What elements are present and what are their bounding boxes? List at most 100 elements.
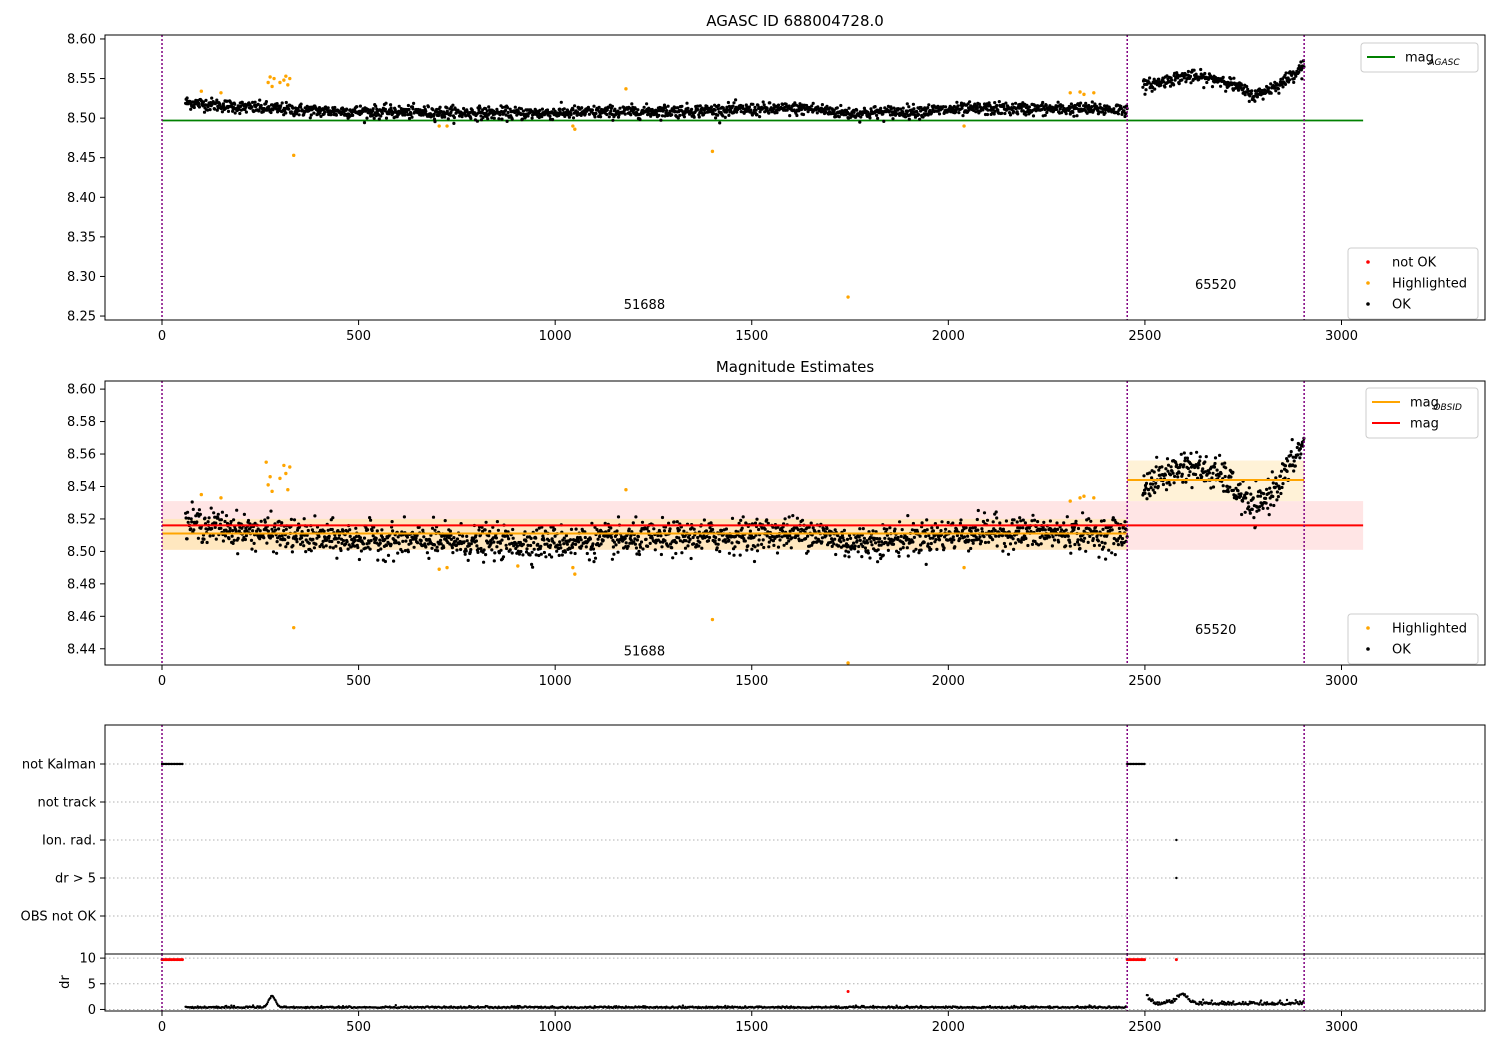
ok-point	[777, 534, 781, 538]
ok-point	[995, 544, 999, 548]
ok-point	[878, 537, 882, 541]
ok-point	[1253, 99, 1257, 103]
ok-point	[758, 110, 762, 114]
highlighted-point	[571, 124, 575, 128]
ok-point	[362, 536, 367, 540]
ok-point	[307, 541, 311, 545]
ok-point	[946, 520, 950, 525]
ok-point	[1071, 110, 1075, 114]
ok-point	[723, 115, 727, 119]
ok-point	[238, 111, 242, 116]
ok-point	[336, 540, 340, 544]
ok-point	[820, 103, 825, 107]
ok-point	[1298, 447, 1302, 451]
ok-point	[1183, 459, 1187, 463]
ok-point	[921, 115, 925, 119]
highlighted-point	[219, 91, 223, 95]
ok-point	[500, 117, 504, 121]
ok-point	[1043, 107, 1047, 112]
ok-point	[505, 546, 509, 551]
ok-point	[1236, 88, 1241, 92]
ok-point	[454, 543, 459, 548]
ok-point	[628, 541, 632, 545]
ok-point	[334, 544, 338, 548]
ok-point	[617, 540, 621, 544]
ok-point	[633, 542, 638, 546]
ok-point	[1239, 492, 1243, 496]
ok-point	[609, 526, 613, 530]
ok-point	[453, 539, 458, 543]
ok-point	[359, 549, 363, 553]
ok-point	[637, 549, 641, 554]
ok-point	[906, 109, 910, 113]
ok-point	[605, 108, 609, 112]
ok-point	[1268, 486, 1272, 490]
ok-point	[274, 528, 278, 532]
ok-point	[912, 535, 917, 540]
ok-point	[914, 547, 918, 551]
ok-point	[700, 546, 704, 550]
ok-point	[308, 116, 312, 120]
ok-point	[847, 555, 851, 559]
ok-point	[915, 110, 919, 114]
ok-point	[213, 525, 217, 530]
ok-point	[1213, 461, 1217, 466]
ok-point	[817, 529, 821, 534]
ok-point	[738, 553, 742, 557]
ok-point	[498, 113, 502, 117]
ok-point	[1015, 520, 1019, 524]
ok-point	[788, 114, 792, 118]
ok-point	[375, 541, 379, 545]
ok-point	[330, 539, 334, 544]
ok-point	[271, 550, 276, 554]
ok-point	[758, 115, 762, 119]
ok-point	[1176, 475, 1180, 479]
ok-point	[362, 121, 367, 125]
ok-point	[195, 520, 199, 524]
ok-point	[1180, 78, 1184, 82]
highlighted-point	[962, 124, 966, 128]
ok-point	[497, 551, 501, 555]
ok-point	[422, 105, 426, 109]
ok-point	[492, 116, 496, 120]
ok-point	[547, 553, 552, 557]
ok-point	[785, 541, 789, 546]
ok-point	[1250, 89, 1254, 93]
ok-point	[727, 538, 731, 543]
ok-point	[1160, 465, 1164, 469]
ok-point	[683, 546, 688, 550]
ok-point	[881, 553, 885, 557]
ok-point	[495, 107, 499, 111]
ok-point	[607, 115, 611, 119]
ok-point	[580, 106, 584, 110]
ok-point	[197, 508, 201, 512]
ok-point	[812, 540, 816, 544]
ok-point	[283, 108, 287, 112]
ok-point	[776, 545, 781, 549]
ok-point	[226, 109, 231, 113]
ok-point	[1243, 93, 1247, 97]
ok-point	[795, 516, 800, 520]
ok-point	[815, 111, 819, 115]
ok-point	[479, 546, 483, 551]
ok-point	[1021, 518, 1025, 522]
ok-point	[634, 515, 638, 519]
ok-point	[885, 527, 889, 532]
ok-point	[439, 109, 443, 114]
ok-point	[690, 107, 694, 111]
ok-point	[351, 113, 355, 117]
ok-point	[922, 540, 926, 545]
ok-point	[312, 111, 316, 115]
ok-point	[486, 117, 490, 121]
ok-point	[1269, 490, 1273, 494]
ok-point	[539, 552, 543, 556]
ok-point	[980, 527, 984, 531]
ok-point	[1181, 480, 1185, 484]
ok-point	[313, 514, 317, 518]
ok-point	[358, 104, 362, 108]
ok-point	[599, 115, 603, 119]
ok-point	[1153, 491, 1157, 495]
ok-point	[768, 101, 772, 105]
highlighted-point	[624, 488, 628, 492]
ok-point	[712, 112, 716, 116]
